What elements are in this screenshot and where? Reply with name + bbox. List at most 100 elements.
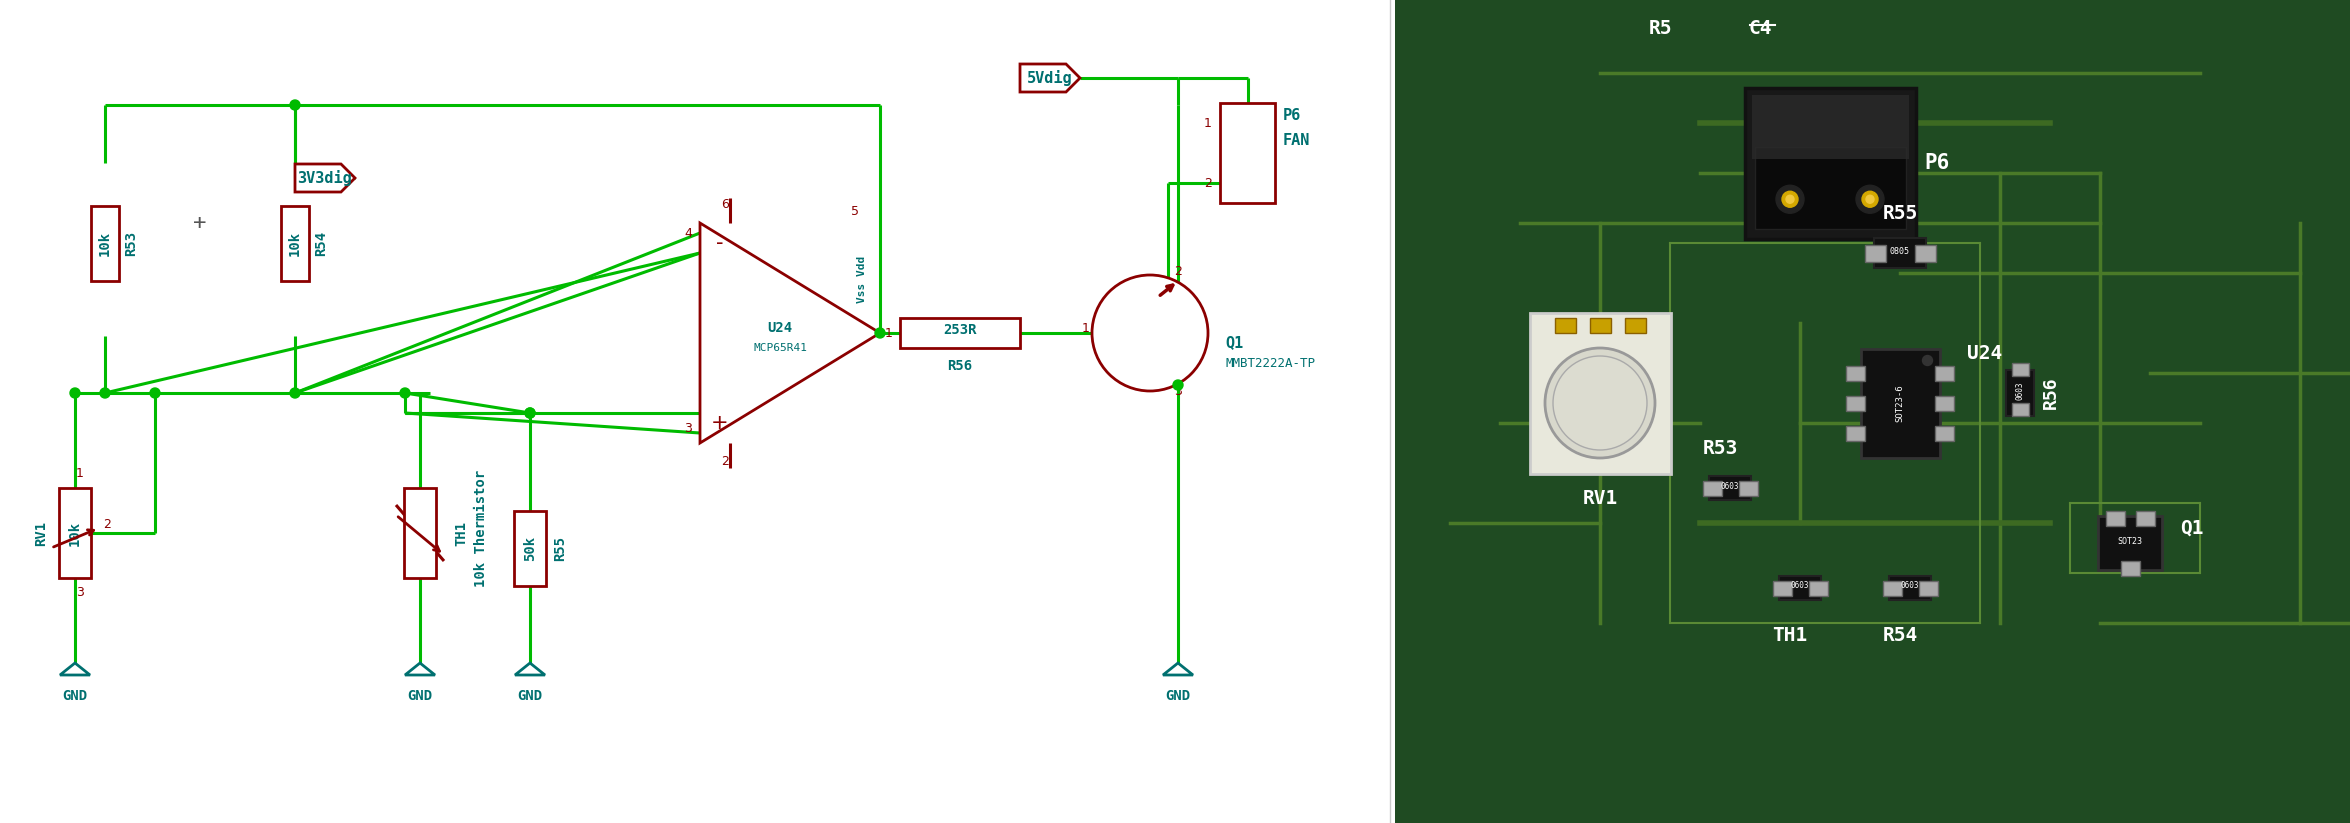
Text: 2: 2 — [1175, 265, 1182, 278]
FancyBboxPatch shape — [1744, 87, 1915, 239]
Text: TH1: TH1 — [1772, 626, 1807, 645]
Text: 2: 2 — [721, 455, 728, 468]
Text: 2: 2 — [103, 518, 110, 532]
FancyBboxPatch shape — [2120, 560, 2139, 575]
Text: 2: 2 — [1203, 176, 1213, 189]
FancyBboxPatch shape — [59, 488, 92, 578]
FancyBboxPatch shape — [1847, 365, 1866, 380]
Circle shape — [1173, 380, 1182, 390]
Circle shape — [1553, 356, 1647, 450]
FancyBboxPatch shape — [1701, 481, 1723, 495]
FancyBboxPatch shape — [2012, 402, 2028, 416]
Text: R53: R53 — [1701, 439, 1737, 458]
Circle shape — [150, 388, 160, 398]
Circle shape — [289, 100, 301, 110]
Text: +: + — [712, 413, 728, 433]
Text: 0603: 0603 — [2016, 382, 2023, 400]
FancyBboxPatch shape — [1755, 146, 1906, 229]
Text: 1: 1 — [886, 327, 893, 340]
FancyBboxPatch shape — [515, 510, 545, 585]
Text: 0603: 0603 — [1720, 481, 1739, 491]
FancyBboxPatch shape — [282, 206, 308, 281]
FancyBboxPatch shape — [1915, 244, 1936, 262]
Text: 10k: 10k — [68, 520, 82, 546]
Text: 0603: 0603 — [1791, 582, 1810, 590]
FancyBboxPatch shape — [1847, 425, 1866, 440]
FancyBboxPatch shape — [2012, 362, 2028, 375]
Text: 10k: 10k — [99, 230, 113, 256]
Text: 0603: 0603 — [1901, 582, 1920, 590]
FancyBboxPatch shape — [1889, 576, 1932, 600]
FancyBboxPatch shape — [1934, 396, 1953, 411]
FancyBboxPatch shape — [2106, 510, 2124, 526]
Circle shape — [874, 328, 886, 338]
FancyBboxPatch shape — [1396, 0, 2350, 823]
FancyBboxPatch shape — [2099, 516, 2162, 570]
Text: 3: 3 — [684, 421, 691, 435]
Text: 5: 5 — [851, 205, 860, 218]
FancyBboxPatch shape — [1530, 313, 1671, 473]
Text: +: + — [193, 213, 207, 233]
FancyBboxPatch shape — [1934, 365, 1953, 380]
FancyBboxPatch shape — [900, 318, 1020, 348]
FancyBboxPatch shape — [1708, 476, 1751, 500]
FancyBboxPatch shape — [1589, 318, 1610, 333]
FancyBboxPatch shape — [1810, 580, 1828, 596]
Text: MCP65R41: MCP65R41 — [752, 343, 806, 353]
Circle shape — [1093, 275, 1208, 391]
Circle shape — [1856, 185, 1885, 213]
Text: P6: P6 — [1283, 108, 1302, 123]
Text: TH1: TH1 — [454, 520, 468, 546]
Circle shape — [1781, 191, 1798, 207]
Text: SOT23: SOT23 — [2117, 537, 2143, 546]
FancyBboxPatch shape — [1396, 0, 1795, 823]
Circle shape — [1786, 195, 1793, 203]
FancyBboxPatch shape — [1772, 580, 1791, 596]
Text: GND: GND — [517, 689, 543, 703]
Text: U24: U24 — [1967, 343, 2002, 362]
FancyBboxPatch shape — [404, 488, 437, 578]
Polygon shape — [700, 223, 879, 443]
FancyBboxPatch shape — [1861, 348, 1939, 458]
Text: 3V3dig: 3V3dig — [298, 170, 352, 186]
FancyBboxPatch shape — [1918, 580, 1936, 596]
Text: GND: GND — [407, 689, 432, 703]
Text: 3: 3 — [1175, 385, 1182, 398]
Text: 0805: 0805 — [1889, 247, 1911, 255]
Text: R5: R5 — [1647, 18, 1671, 38]
Text: GND: GND — [63, 689, 87, 703]
Circle shape — [400, 388, 409, 398]
Circle shape — [1777, 185, 1805, 213]
FancyBboxPatch shape — [1739, 481, 1758, 495]
Text: U24: U24 — [768, 321, 792, 335]
Text: RV1: RV1 — [1582, 489, 1617, 508]
Circle shape — [1922, 356, 1932, 365]
FancyBboxPatch shape — [2136, 510, 2155, 526]
Circle shape — [70, 388, 80, 398]
FancyBboxPatch shape — [1864, 244, 1885, 262]
Circle shape — [524, 408, 536, 418]
Circle shape — [1861, 191, 1878, 207]
FancyBboxPatch shape — [1882, 580, 1901, 596]
Text: 253R: 253R — [942, 323, 978, 337]
FancyBboxPatch shape — [1624, 318, 1645, 333]
Text: 1: 1 — [1203, 117, 1213, 129]
Text: MMBT2222A-TP: MMBT2222A-TP — [1224, 356, 1316, 370]
Text: GND: GND — [1166, 689, 1191, 703]
Text: P6: P6 — [1925, 153, 1950, 173]
Circle shape — [524, 408, 536, 418]
Text: R55: R55 — [552, 536, 566, 560]
Text: 6: 6 — [721, 198, 728, 211]
Text: C4: C4 — [1748, 18, 1772, 38]
Text: 1: 1 — [1081, 322, 1090, 334]
Text: 1: 1 — [75, 467, 85, 480]
Text: R54: R54 — [1882, 626, 1918, 645]
Text: 4: 4 — [684, 226, 691, 239]
Text: Q1: Q1 — [1224, 336, 1243, 351]
FancyBboxPatch shape — [1751, 95, 1908, 159]
FancyBboxPatch shape — [1934, 425, 1953, 440]
Polygon shape — [1020, 64, 1081, 92]
Text: 10k Thermistor: 10k Thermistor — [475, 469, 489, 587]
Text: 5Vdig: 5Vdig — [1027, 70, 1074, 86]
Text: R55: R55 — [1882, 204, 1918, 223]
